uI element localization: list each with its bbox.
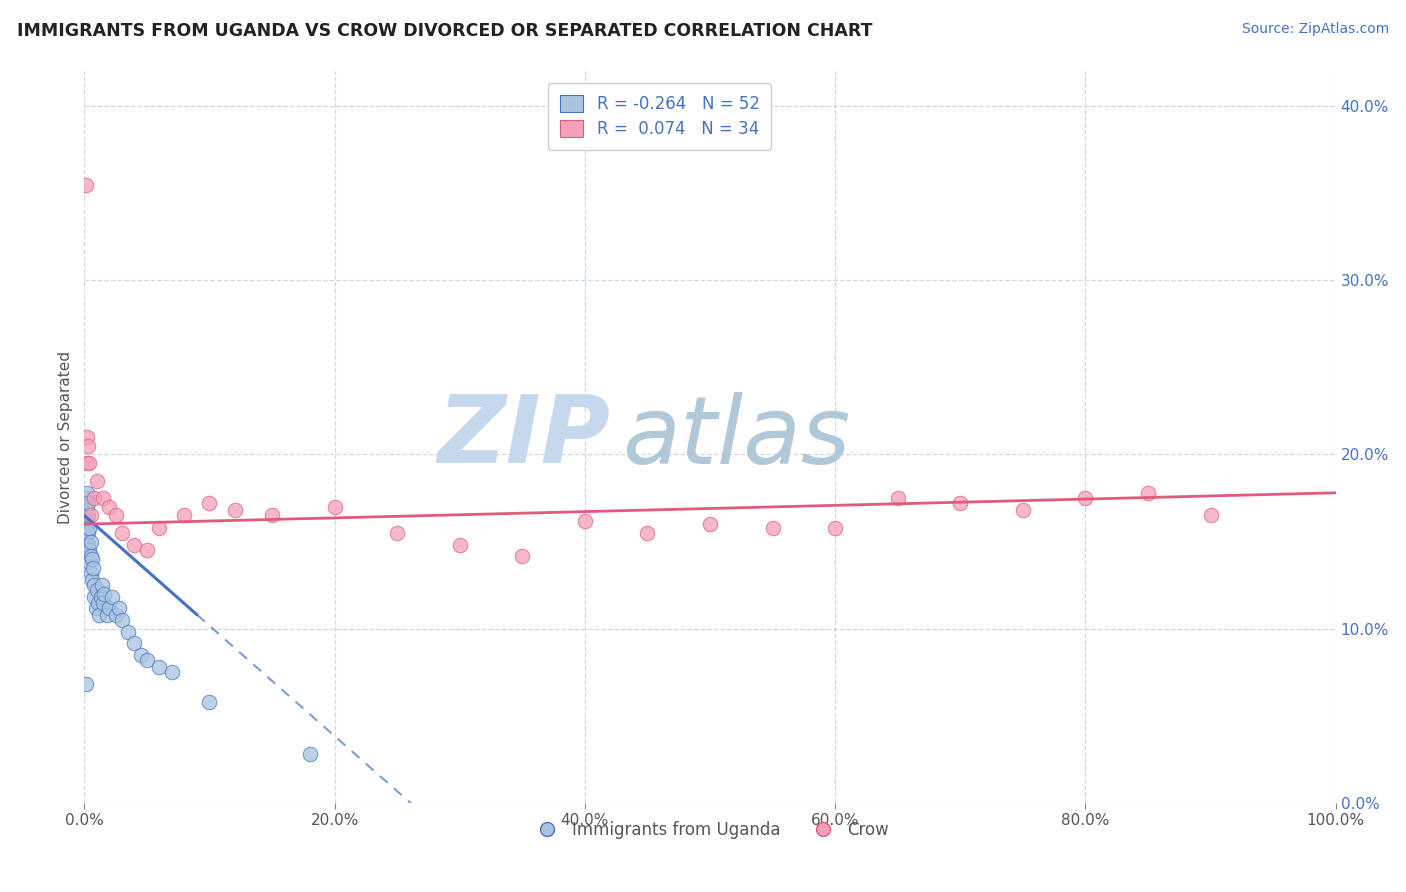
Point — [79, 549, 101, 563]
Point — [108, 600, 131, 615]
Point — [87, 595, 110, 609]
Point — [574, 514, 596, 528]
Point — [91, 595, 114, 609]
Point — [90, 591, 112, 605]
Point — [76, 485, 98, 500]
Point — [84, 600, 107, 615]
Point — [76, 430, 98, 444]
Text: Source: ZipAtlas.com: Source: ZipAtlas.com — [1241, 22, 1389, 37]
Point — [79, 508, 101, 523]
Point — [80, 552, 103, 566]
Text: atlas: atlas — [623, 392, 851, 483]
Point — [101, 591, 124, 605]
Point — [887, 491, 910, 505]
Point — [77, 525, 100, 540]
Point — [90, 578, 112, 592]
Point — [75, 508, 97, 523]
Point — [1012, 503, 1035, 517]
Point — [77, 508, 100, 523]
Point — [75, 521, 97, 535]
Point — [96, 607, 118, 622]
Point — [117, 625, 139, 640]
Point — [76, 525, 98, 540]
Point — [79, 543, 101, 558]
Point — [79, 556, 101, 570]
Point — [136, 543, 159, 558]
Legend: Immigrants from Uganda, Crow: Immigrants from Uganda, Crow — [524, 814, 896, 846]
Point — [93, 587, 115, 601]
Point — [148, 660, 170, 674]
Point — [80, 573, 103, 587]
Point — [699, 517, 721, 532]
Point — [124, 635, 146, 649]
Point — [86, 583, 108, 598]
Point — [76, 456, 98, 470]
Point — [124, 538, 146, 552]
Point — [75, 538, 97, 552]
Point — [173, 508, 195, 523]
Point — [1074, 491, 1097, 505]
Point — [76, 503, 98, 517]
Point — [198, 695, 221, 709]
Point — [76, 491, 98, 505]
Point — [111, 613, 134, 627]
Point — [77, 439, 100, 453]
Point — [83, 591, 105, 605]
Point — [75, 517, 97, 532]
Point — [82, 560, 104, 574]
Point — [83, 491, 105, 505]
Point — [637, 525, 659, 540]
Point — [75, 496, 97, 510]
Point — [762, 521, 785, 535]
Point — [1199, 508, 1222, 523]
Point — [77, 496, 100, 510]
Point — [79, 534, 101, 549]
Point — [385, 525, 409, 540]
Point — [98, 600, 121, 615]
Point — [512, 549, 534, 563]
Text: IMMIGRANTS FROM UGANDA VS CROW DIVORCED OR SEPARATED CORRELATION CHART: IMMIGRANTS FROM UGANDA VS CROW DIVORCED … — [17, 22, 872, 40]
Point — [298, 747, 321, 761]
Text: ZIP: ZIP — [437, 391, 610, 483]
Point — [148, 521, 170, 535]
Point — [198, 496, 221, 510]
Point — [75, 178, 97, 192]
Point — [104, 607, 127, 622]
Y-axis label: Divorced or Separated: Divorced or Separated — [58, 351, 73, 524]
Point — [79, 566, 101, 580]
Point — [75, 508, 97, 523]
Point — [224, 503, 246, 517]
Point — [75, 677, 97, 691]
Point — [83, 578, 105, 592]
Point — [949, 496, 972, 510]
Point — [98, 500, 121, 514]
Point — [104, 508, 127, 523]
Point — [449, 538, 471, 552]
Point — [77, 538, 100, 552]
Point — [79, 456, 101, 470]
Point — [136, 653, 159, 667]
Point — [160, 665, 183, 680]
Point — [262, 508, 284, 523]
Point — [129, 648, 152, 662]
Point — [111, 525, 134, 540]
Point — [75, 500, 97, 514]
Point — [91, 491, 114, 505]
Point — [89, 607, 111, 622]
Point — [76, 514, 98, 528]
Point — [76, 517, 98, 532]
Point — [86, 474, 108, 488]
Point — [79, 521, 101, 535]
Point — [824, 521, 846, 535]
Point — [323, 500, 346, 514]
Point — [73, 525, 96, 540]
Point — [1136, 485, 1159, 500]
